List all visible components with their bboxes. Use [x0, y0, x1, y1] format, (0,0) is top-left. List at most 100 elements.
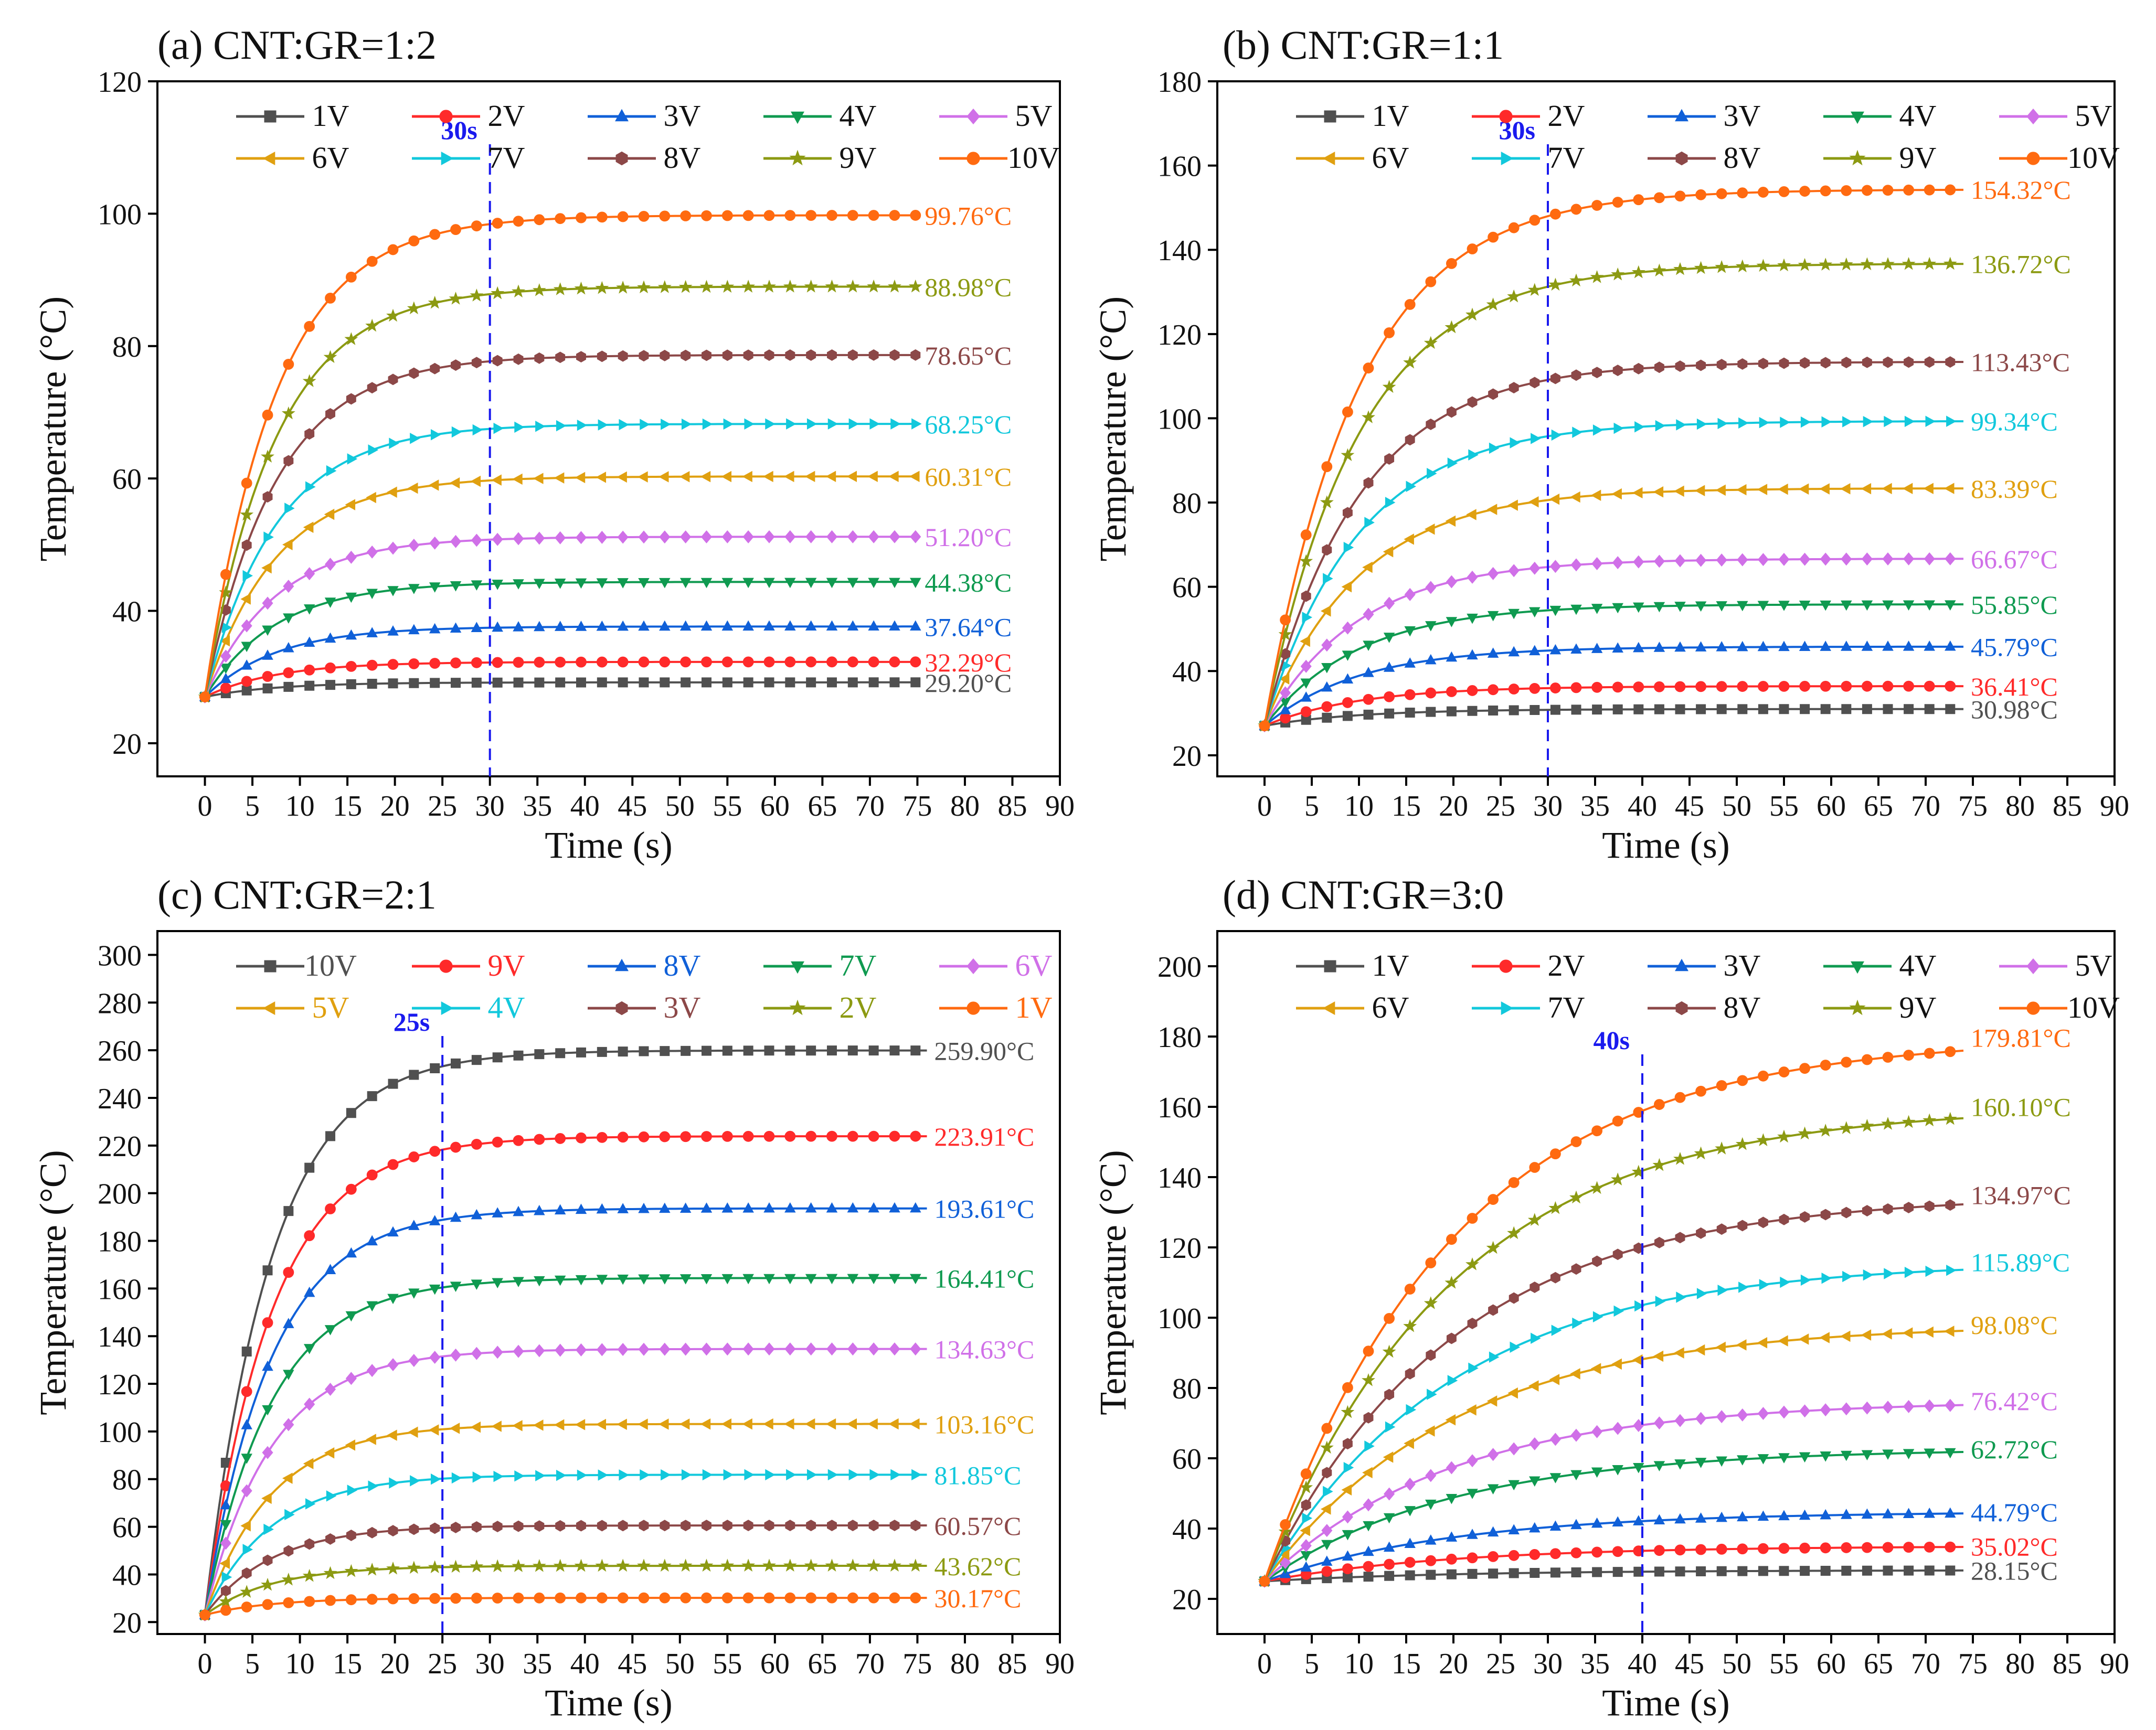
data-point	[661, 1469, 671, 1481]
data-point	[1946, 415, 1957, 427]
data-point	[1611, 488, 1622, 500]
data-point	[1799, 640, 1811, 651]
data-point	[345, 550, 357, 564]
y-axis-label: Temperature (°C)	[32, 1150, 74, 1415]
data-point	[491, 1421, 502, 1432]
data-point	[408, 1426, 418, 1438]
data-point	[617, 656, 629, 668]
data-point	[1861, 483, 1872, 495]
data-point	[576, 677, 586, 688]
data-point	[1841, 1056, 1852, 1068]
data-point	[1486, 1241, 1500, 1254]
data-point	[1468, 1362, 1479, 1374]
data-point	[1592, 367, 1602, 379]
data-point	[1736, 484, 1747, 496]
data-point	[1342, 621, 1353, 635]
x-tick-label: 15	[1392, 790, 1421, 823]
legend-swatch-marker	[615, 109, 629, 122]
series-1V: 29.20°C	[200, 668, 1012, 702]
data-point	[1695, 1458, 1707, 1468]
data-point	[1487, 611, 1499, 622]
data-point	[387, 1593, 399, 1605]
data-point	[1716, 1511, 1727, 1522]
series-line	[204, 1564, 927, 1616]
data-point	[867, 471, 878, 483]
data-point	[1779, 1213, 1789, 1225]
data-point	[847, 210, 858, 221]
x-tick-label: 80	[950, 1648, 980, 1680]
data-point	[1612, 556, 1623, 570]
data-point	[346, 679, 356, 689]
data-point	[471, 533, 482, 547]
data-point	[1363, 1545, 1374, 1556]
chart-title: (c) CNT:GR=2:1	[157, 872, 437, 917]
data-point	[576, 656, 587, 668]
data-point	[241, 477, 252, 489]
data-point	[324, 632, 336, 643]
data-point	[1653, 1461, 1665, 1471]
legend-item-10V: 10V	[939, 141, 1060, 175]
data-point	[1735, 1137, 1749, 1150]
data-point	[323, 350, 337, 364]
data-point	[1613, 1305, 1624, 1317]
data-point	[387, 244, 399, 255]
data-point	[1945, 704, 1956, 714]
legend-item-4V: 4V	[763, 99, 877, 133]
data-point	[1862, 1565, 1872, 1576]
data-point	[598, 1469, 609, 1481]
data-point	[846, 1418, 857, 1430]
data-point	[1863, 415, 1874, 428]
data-point	[1882, 483, 1892, 495]
data-point	[597, 1046, 607, 1057]
data-point	[1758, 681, 1769, 692]
data-point	[429, 1215, 441, 1225]
data-point	[889, 530, 900, 543]
data-point	[387, 1159, 399, 1170]
data-point	[1613, 422, 1624, 434]
data-point	[409, 367, 419, 379]
data-point	[262, 1317, 273, 1328]
data-point	[262, 683, 273, 693]
data-point	[283, 613, 294, 624]
data-point	[1882, 185, 1894, 196]
data-point	[345, 629, 357, 640]
data-point	[1758, 358, 1768, 370]
data-point	[1467, 1318, 1478, 1329]
data-point	[1321, 1540, 1333, 1551]
data-point	[1591, 1125, 1603, 1137]
data-point	[1278, 627, 1292, 640]
data-point	[617, 471, 627, 483]
y-axis-label: Temperature (°C)	[1092, 1150, 1134, 1415]
data-point	[326, 465, 337, 477]
series-9V: 136.72°C	[1258, 250, 2071, 732]
data-point	[910, 1520, 921, 1531]
data-point	[638, 471, 648, 483]
data-point	[1529, 1522, 1541, 1533]
data-point	[429, 1593, 441, 1604]
data-point	[1675, 704, 1685, 714]
data-point	[1489, 1351, 1500, 1363]
data-point	[1467, 1552, 1478, 1564]
plot-frame	[156, 80, 1061, 777]
data-point	[492, 1521, 503, 1533]
x-tick-label: 20	[1439, 1648, 1468, 1680]
data-point	[743, 677, 753, 688]
data-point	[534, 1344, 545, 1358]
data-point	[1488, 231, 1499, 243]
data-point	[1881, 257, 1895, 270]
data-point	[1404, 299, 1416, 310]
data-point	[806, 418, 817, 430]
data-point	[241, 659, 252, 670]
legend-item-6V: 6V	[1296, 141, 1409, 175]
data-point	[387, 1226, 399, 1237]
data-point	[741, 280, 756, 293]
x-tick-label: 15	[333, 790, 362, 823]
data-point	[722, 1045, 732, 1056]
data-point	[618, 350, 628, 362]
data-point	[1300, 691, 1312, 702]
data-point	[1507, 289, 1521, 303]
series-5V: 66.67°C	[1259, 544, 2058, 733]
data-point	[1737, 1408, 1748, 1422]
data-point	[556, 420, 567, 432]
data-point	[868, 656, 879, 668]
